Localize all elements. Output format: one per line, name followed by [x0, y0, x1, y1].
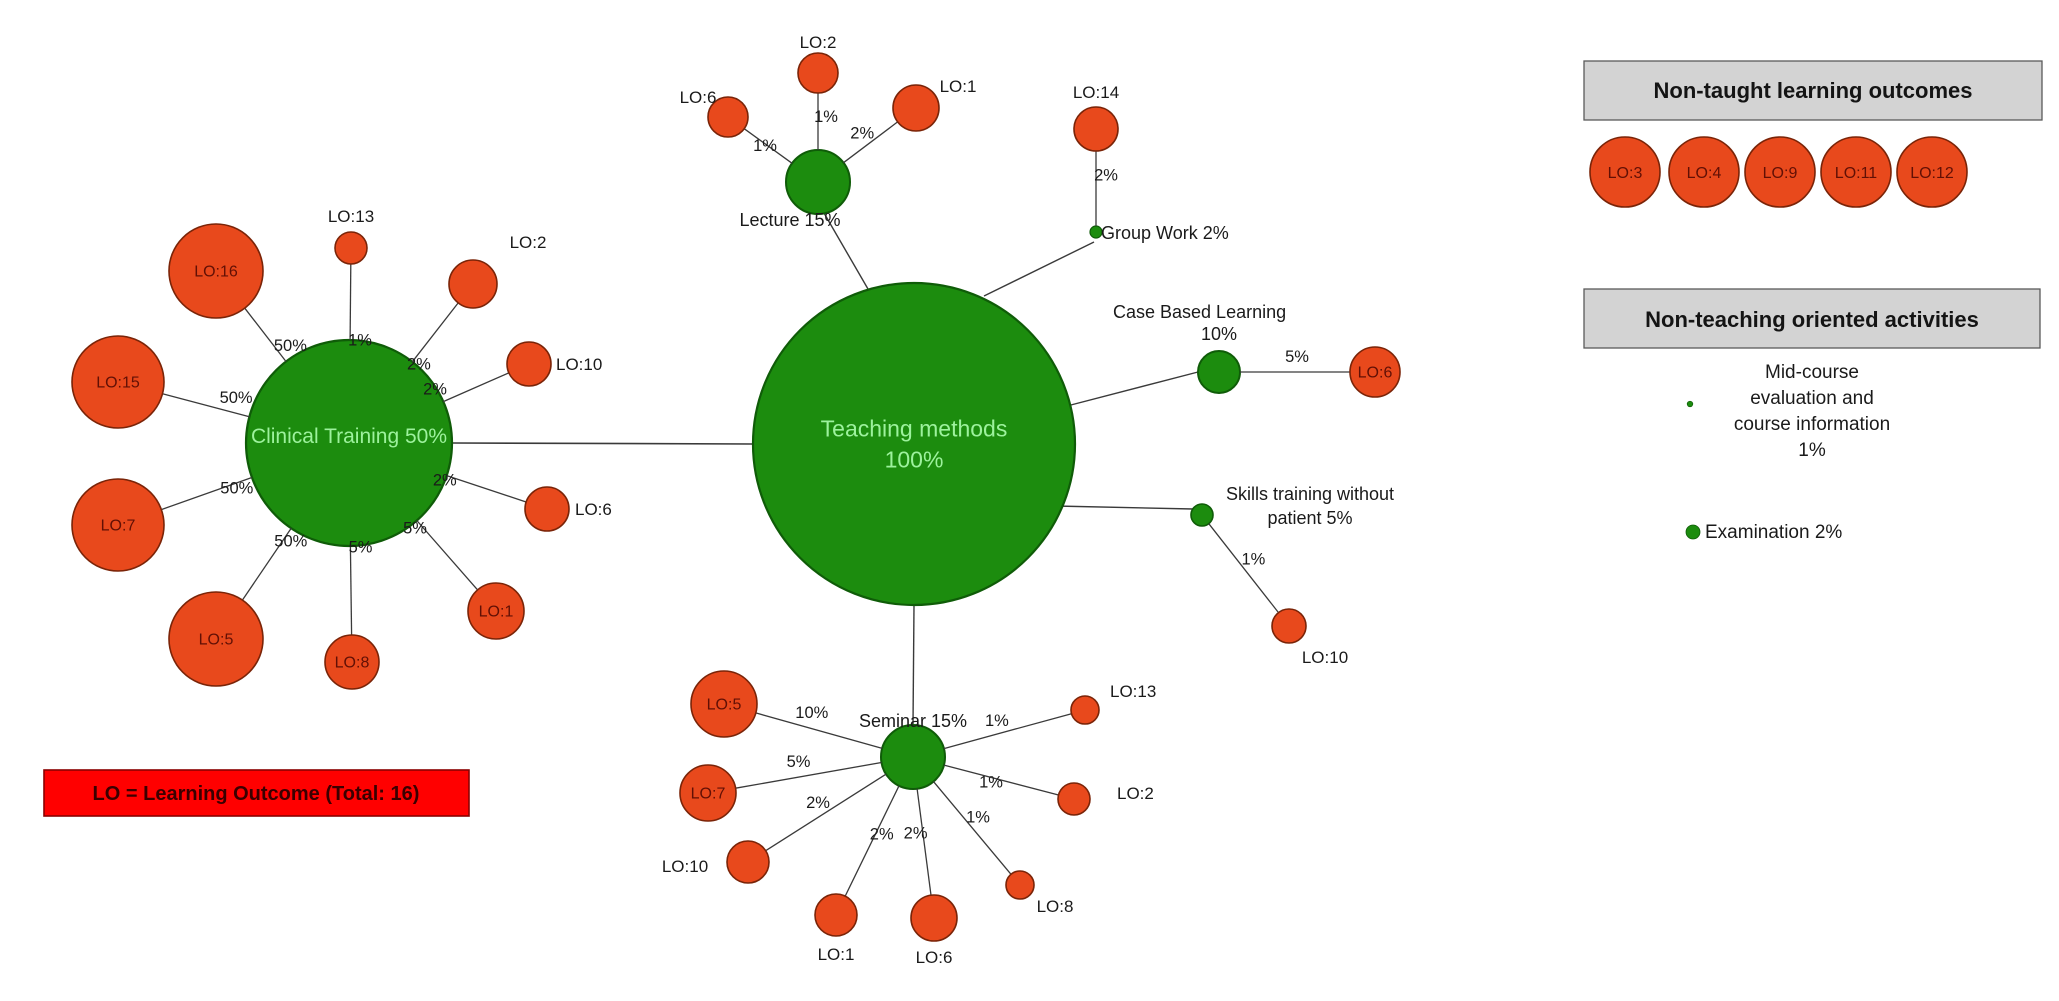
svg-text:LO:15: LO:15 [96, 375, 140, 392]
svg-text:1%: 1% [985, 712, 1009, 730]
svg-text:LO:2: LO:2 [800, 33, 837, 52]
svg-text:Mid-course: Mid-course [1765, 362, 1859, 383]
svg-text:2%: 2% [850, 125, 874, 143]
svg-text:5%: 5% [1285, 348, 1309, 366]
svg-text:50%: 50% [274, 337, 307, 355]
svg-text:Examination 2%: Examination 2% [1705, 522, 1842, 543]
svg-text:1%: 1% [1241, 550, 1265, 568]
svg-text:course information: course information [1734, 414, 1890, 435]
svg-text:100%: 100% [885, 447, 944, 473]
svg-text:1%: 1% [979, 774, 1003, 792]
svg-text:1%: 1% [753, 137, 777, 155]
svg-text:2%: 2% [806, 794, 830, 812]
svg-text:LO:4: LO:4 [1687, 165, 1722, 182]
svg-text:5%: 5% [349, 538, 373, 556]
svg-text:LO:3: LO:3 [1608, 165, 1643, 182]
svg-text:evaluation and: evaluation and [1750, 388, 1874, 409]
svg-text:LO:6: LO:6 [1358, 365, 1393, 382]
svg-text:LO:10: LO:10 [556, 355, 602, 374]
svg-text:5%: 5% [403, 520, 427, 538]
svg-text:Skills training without: Skills training without [1226, 484, 1394, 504]
svg-text:2%: 2% [423, 380, 447, 398]
svg-text:2%: 2% [1094, 167, 1118, 185]
svg-text:LO:7: LO:7 [691, 786, 726, 803]
svg-text:LO:13: LO:13 [328, 207, 374, 226]
svg-text:LO:10: LO:10 [1302, 648, 1348, 667]
svg-text:Case Based Learning: Case Based Learning [1113, 302, 1286, 322]
svg-text:2%: 2% [870, 826, 894, 844]
svg-text:2%: 2% [433, 472, 457, 490]
svg-text:50%: 50% [220, 389, 253, 407]
svg-text:LO:11: LO:11 [1835, 165, 1878, 182]
svg-text:LO:6: LO:6 [916, 948, 953, 967]
svg-text:10%: 10% [795, 704, 828, 722]
svg-text:Non-taught learning outcomes: Non-taught learning outcomes [1654, 78, 1973, 103]
svg-text:LO:13: LO:13 [1110, 682, 1156, 701]
svg-text:2%: 2% [407, 356, 431, 374]
svg-text:LO:7: LO:7 [101, 518, 136, 535]
svg-text:Clinical Training 50%: Clinical Training 50% [251, 425, 447, 448]
svg-text:LO:9: LO:9 [1763, 165, 1798, 182]
svg-text:50%: 50% [274, 533, 307, 551]
svg-text:LO:12: LO:12 [1910, 165, 1954, 182]
svg-text:1%: 1% [966, 808, 990, 826]
svg-text:LO:5: LO:5 [199, 632, 234, 649]
svg-text:patient 5%: patient 5% [1267, 508, 1352, 528]
svg-text:LO:8: LO:8 [335, 655, 370, 672]
svg-text:LO:1: LO:1 [940, 77, 977, 96]
svg-text:Teaching methods: Teaching methods [821, 416, 1008, 442]
svg-text:LO:6: LO:6 [575, 500, 612, 519]
svg-text:Non-teaching oriented activiti: Non-teaching oriented activities [1645, 307, 1979, 332]
svg-text:Lecture 15%: Lecture 15% [739, 210, 840, 230]
svg-text:LO:2: LO:2 [510, 233, 547, 252]
svg-text:LO:14: LO:14 [1073, 83, 1119, 102]
svg-text:LO = Learning Outcome (Total:: LO = Learning Outcome (Total: 16) [93, 783, 420, 805]
svg-text:1%: 1% [348, 332, 372, 350]
svg-text:LO:8: LO:8 [1037, 897, 1074, 916]
svg-text:5%: 5% [787, 753, 811, 771]
svg-text:1%: 1% [1798, 440, 1826, 461]
svg-text:LO:16: LO:16 [194, 264, 238, 281]
svg-text:Group Work 2%: Group Work 2% [1101, 223, 1229, 243]
svg-text:LO:1: LO:1 [479, 604, 514, 621]
svg-text:LO:10: LO:10 [662, 857, 708, 876]
svg-text:1%: 1% [814, 108, 838, 126]
svg-text:2%: 2% [904, 825, 928, 843]
svg-text:LO:1: LO:1 [818, 945, 855, 964]
svg-text:LO:5: LO:5 [707, 697, 742, 714]
svg-text:LO:2: LO:2 [1117, 784, 1154, 803]
svg-text:Seminar 15%: Seminar 15% [859, 711, 967, 731]
svg-text:10%: 10% [1201, 324, 1237, 344]
svg-text:LO:6: LO:6 [680, 88, 717, 107]
svg-text:50%: 50% [220, 479, 253, 497]
